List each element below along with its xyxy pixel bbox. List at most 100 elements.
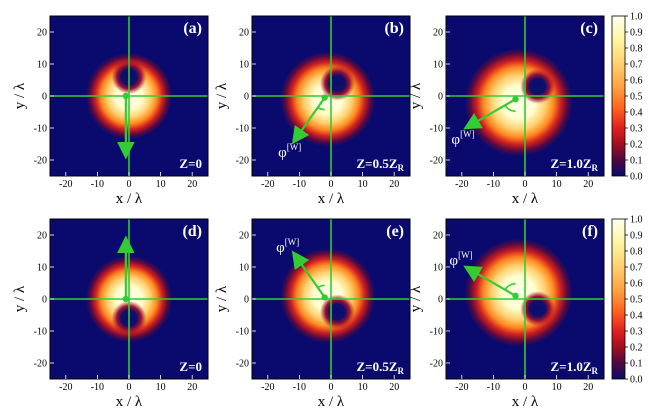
x-tick-label: 10 — [552, 382, 562, 393]
y-tick-label: 0 — [438, 295, 443, 306]
z-label: Z=0 — [179, 156, 202, 171]
y-tick-label: 10 — [239, 60, 249, 71]
x-tick-label: -20 — [261, 382, 274, 393]
x-tick-label: -20 — [59, 179, 72, 190]
x-tick-label: 0 — [127, 382, 132, 393]
y-tick-label: -10 — [236, 327, 249, 338]
x-tick-label: 20 — [389, 179, 399, 190]
panel-label: (c) — [580, 20, 598, 37]
panel-label: (d) — [182, 223, 202, 240]
y-tick-label: 0 — [42, 92, 47, 103]
x-tick-label: 20 — [583, 179, 593, 190]
y-tick-label: -20 — [236, 156, 249, 167]
x-tick-label: 10 — [358, 382, 368, 393]
y-tick-label: 10 — [433, 60, 443, 71]
intensity-spot — [280, 51, 376, 147]
z-label: Z=0.5ZR — [357, 156, 405, 173]
y-tick-label: 20 — [433, 231, 443, 242]
y-axis-label: y / λ — [214, 285, 230, 312]
phi-label: φ[W] — [276, 237, 299, 256]
y-tick-label: 0 — [244, 92, 249, 103]
colorbar-tick-label: 0.6 — [630, 76, 643, 87]
colorbar-tick-label: 0.4 — [630, 311, 643, 322]
y-axis-label: y / λ — [12, 82, 28, 109]
colorbar-tick-label: 0.1 — [630, 359, 643, 370]
x-tick-label: 10 — [552, 179, 562, 190]
x-tick-label: 10 — [156, 382, 166, 393]
direction-arrow — [291, 250, 326, 299]
panel-f: (f) Z=1.0ZR φ[W] -20 -10 0 10 20 20 10 0 -10 -20 x / … — [408, 218, 605, 410]
y-tick-label: -10 — [236, 124, 249, 135]
colorbar-tick-label: 0.2 — [630, 343, 643, 354]
angle-arc — [317, 284, 325, 289]
panel-b: (b) Z=0.5ZR φ[W] -20 -10 0 10 20 20 10 0 -10 -20 x / … — [214, 15, 411, 207]
x-axis-label: x / λ — [318, 394, 345, 410]
x-axis-label: x / λ — [512, 394, 539, 410]
colorbar-tick-label: 0.6 — [630, 279, 643, 290]
y-axis-label: y / λ — [408, 285, 424, 312]
colorbar-tick-label: 0.0 — [630, 375, 643, 386]
x-tick-label: 0 — [329, 179, 334, 190]
colorbar-tick-label: 0.3 — [630, 327, 643, 338]
colorbar-tick-label: 0.0 — [630, 172, 643, 183]
intensity-map — [464, 48, 573, 157]
x-tick-label: 20 — [187, 382, 197, 393]
x-tick-label: -10 — [91, 382, 104, 393]
panel-label: (a) — [183, 20, 202, 37]
y-tick-label: -10 — [430, 124, 443, 135]
colorbar-tick-label: 0.2 — [630, 140, 643, 151]
colorbar-tick-label: 0.9 — [630, 28, 643, 39]
y-tick-label: -20 — [34, 156, 47, 167]
colorbar-scale — [611, 15, 626, 177]
y-tick-label: 0 — [244, 295, 249, 306]
z-label: Z=0.5ZR — [357, 359, 405, 376]
x-axis-label: x / λ — [512, 191, 539, 207]
y-tick-label: 20 — [433, 28, 443, 39]
y-axis-label: y / λ — [12, 285, 28, 312]
colorbar-tick-label: 0.4 — [630, 108, 643, 119]
x-tick-label: -20 — [59, 382, 72, 393]
y-tick-label: 10 — [433, 263, 443, 274]
y-tick-label: 10 — [239, 263, 249, 274]
colorbar-scale — [611, 218, 626, 380]
x-tick-label: -10 — [293, 179, 306, 190]
y-tick-label: -10 — [430, 327, 443, 338]
y-axis-label: y / λ — [408, 82, 424, 109]
colorbar-tick-label: 0.3 — [630, 124, 643, 135]
y-tick-label: 10 — [37, 60, 47, 71]
colorbar-tick-label: 0.8 — [630, 247, 643, 258]
intensity-map — [280, 51, 376, 147]
x-axis-label: x / λ — [116, 191, 143, 207]
y-tick-label: 20 — [37, 28, 47, 39]
phi-label: φ[W] — [278, 142, 301, 161]
colorbar-tick-label: 0.1 — [630, 156, 643, 167]
x-axis-label: x / λ — [116, 394, 143, 410]
x-tick-label: 0 — [523, 382, 528, 393]
panel-a: (a) Z=0 -20 -10 0 10 20 20 10 0 -10 -20 x / λ y / λ — [12, 15, 209, 207]
direction-arrow — [463, 265, 517, 297]
colorbar-bottom: 1.0 0.9 0.8 0.7 0.6 0.5 0.4 0.3 0.2 0.1 0.0 — [611, 215, 643, 386]
y-tick-label: -20 — [34, 359, 47, 370]
y-tick-label: 20 — [37, 231, 47, 242]
colorbar-tick-label: 0.8 — [630, 44, 643, 55]
y-tick-label: -10 — [34, 124, 47, 135]
x-tick-label: 0 — [329, 382, 334, 393]
z-label: Z=0 — [179, 359, 202, 374]
z-label: Z=1.0ZR — [551, 156, 599, 173]
x-tick-label: 20 — [187, 179, 197, 190]
y-tick-label: -20 — [236, 359, 249, 370]
panel-e: (e) Z=0.5ZR φ[W] -20 -10 0 10 20 20 10 0 -10 -20 x / … — [214, 218, 411, 410]
vortex-hole — [520, 69, 556, 104]
intensity-map — [280, 248, 376, 344]
intensity-spot — [464, 48, 573, 157]
x-axis-label: x / λ — [318, 191, 345, 207]
y-tick-label: 20 — [239, 231, 249, 242]
x-tick-label: -10 — [487, 179, 500, 190]
panel-c: (c) Z=1.0ZR φ[W] -20 -10 0 10 20 20 10 0 -10 -20 x / … — [408, 15, 605, 207]
phi-label: φ[W] — [451, 129, 474, 148]
angle-arc — [504, 104, 516, 112]
y-tick-label: 10 — [37, 263, 47, 274]
colorbar-tick-label: 0.5 — [630, 295, 643, 306]
colorbar-tick-label: 0.7 — [630, 60, 643, 71]
